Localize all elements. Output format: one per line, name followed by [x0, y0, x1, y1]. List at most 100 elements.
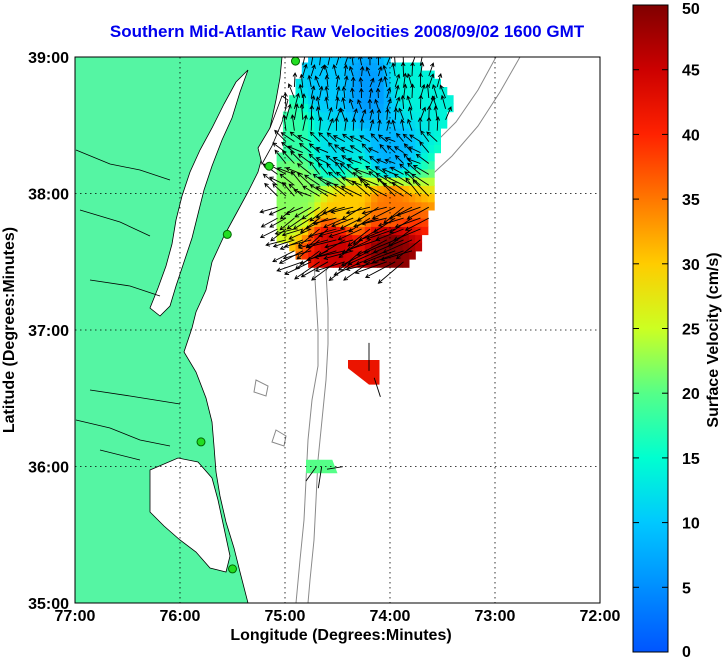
velocity-cell — [408, 168, 416, 178]
velocity-cell — [327, 136, 334, 145]
velocity-arrow — [328, 261, 354, 281]
velocity-cell — [320, 193, 328, 203]
velocity-arrow — [381, 182, 404, 197]
velocity-cell — [377, 152, 385, 162]
velocity-arrow — [409, 134, 421, 142]
velocity-cell — [345, 70, 353, 80]
velocity-cell — [383, 234, 391, 244]
velocity-cell — [396, 177, 404, 186]
velocity-arrow — [343, 117, 349, 131]
velocity-cell — [421, 209, 429, 219]
velocity-cell — [333, 70, 341, 80]
velocity-cell — [364, 111, 372, 121]
velocity-arrow — [262, 173, 278, 186]
velocity-cell — [276, 201, 284, 211]
velocity-arrow — [287, 145, 303, 154]
velocity-arrow — [407, 162, 421, 175]
velocity-arrow — [383, 75, 388, 88]
velocity-arrow — [324, 74, 330, 88]
velocity-cell — [421, 218, 429, 227]
velocity-cell — [282, 234, 290, 244]
velocity-cell — [339, 70, 347, 80]
velocity-arrow — [289, 131, 304, 142]
velocity-arrow — [376, 108, 382, 120]
velocity-arrow — [298, 83, 304, 99]
velocity-cell — [339, 168, 347, 178]
velocity-arrow — [419, 57, 423, 66]
velocity-cell — [364, 160, 372, 170]
velocity-cell — [402, 226, 410, 236]
velocity-cell — [295, 250, 303, 260]
colorbar-tick-labels: 0 5 10 15 20 25 30 35 40 45 50 — [633, 1, 700, 659]
velocity-arrow — [326, 163, 337, 175]
velocity-cell — [320, 177, 328, 186]
velocity-arrow — [268, 206, 287, 216]
velocity-cell — [377, 160, 385, 170]
velocity-cell — [415, 87, 423, 96]
colorbar-tick-label: 0 — [682, 644, 691, 659]
velocity-cell — [390, 144, 397, 154]
velocity-cell — [371, 234, 378, 244]
velocity-cell — [352, 87, 360, 96]
velocity-cell — [396, 119, 404, 129]
velocity-cell — [371, 201, 378, 211]
velocity-arrow — [400, 118, 405, 131]
velocity-cell — [390, 250, 397, 260]
velocity-cell — [390, 160, 397, 170]
station-marker — [196, 437, 206, 447]
velocity-arrow — [374, 98, 379, 110]
velocity-cell — [421, 136, 429, 145]
velocity-cell — [377, 201, 385, 211]
velocity-arrow — [260, 217, 278, 228]
velocity-arrow — [419, 106, 427, 120]
velocity-cell — [434, 144, 441, 154]
velocity-cell — [295, 119, 303, 129]
velocity-cell — [301, 152, 309, 162]
velocity-cell — [276, 168, 284, 178]
velocity-arrow — [339, 162, 354, 175]
velocity-arrow — [309, 161, 320, 175]
velocity-cell — [282, 177, 290, 186]
velocity-cell — [371, 218, 378, 227]
velocity-arrow — [327, 106, 333, 120]
velocity-cell — [364, 242, 372, 252]
velocity-arrow — [394, 84, 400, 99]
velocity-arrow — [315, 106, 321, 120]
velocity-cell — [415, 70, 423, 80]
velocity-arrow — [323, 217, 345, 229]
velocity-cell — [358, 201, 366, 211]
velocity-cell — [371, 62, 378, 72]
velocity-arrow — [393, 107, 399, 120]
velocity-arrow — [428, 73, 435, 88]
velocity-arrow — [315, 157, 329, 164]
velocity-cell — [396, 103, 404, 113]
velocity-cell — [352, 70, 360, 80]
velocity-cell — [352, 193, 360, 203]
velocity-cell — [390, 193, 397, 203]
velocity-cell — [371, 168, 378, 178]
velocity-cell — [421, 119, 429, 129]
x-tick-label: 74:00 — [370, 608, 411, 625]
velocity-arrow — [404, 171, 421, 186]
velocity-arrow — [297, 172, 312, 186]
velocity-cell — [327, 250, 334, 260]
velocity-cell — [377, 57, 385, 64]
velocity-arrow — [297, 134, 312, 143]
velocity-cell — [339, 87, 347, 96]
velocity-arrow — [331, 217, 354, 228]
velocity-cell — [308, 136, 315, 145]
velocity-arrow — [408, 146, 421, 154]
velocity-arrow — [431, 84, 438, 99]
velocity-arrow — [371, 250, 404, 264]
velocity-cell — [295, 177, 303, 186]
velocity-cell — [383, 144, 391, 154]
velocity-cell — [390, 152, 397, 162]
velocity-arrow — [412, 165, 430, 175]
velocity-arrow — [264, 182, 278, 197]
velocity-arrow — [317, 239, 346, 256]
velocity-cell — [408, 119, 416, 129]
velocity-cell — [427, 119, 435, 129]
velocity-cell — [289, 234, 297, 244]
velocity-cell — [345, 95, 353, 104]
velocity-cell — [402, 234, 410, 244]
